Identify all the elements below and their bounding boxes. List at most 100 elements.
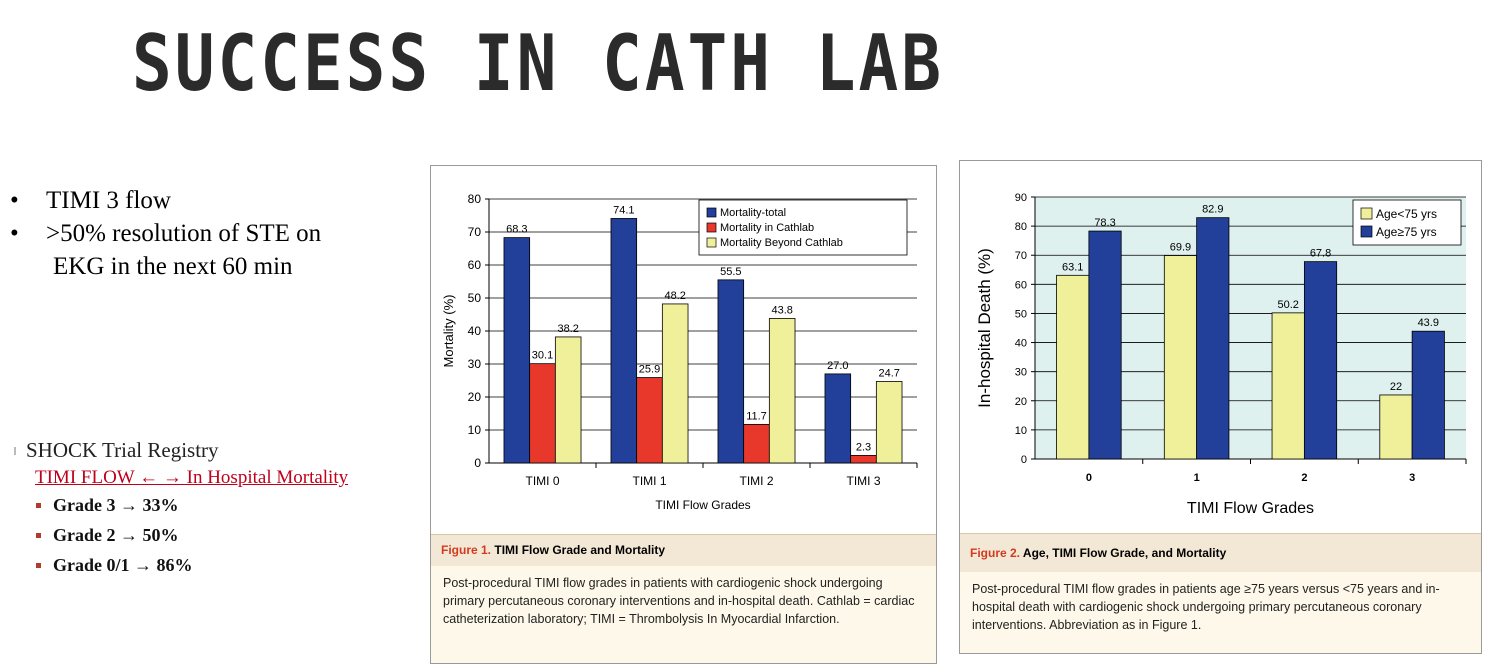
- data-label: 50.2: [1278, 299, 1299, 311]
- shock-registry-block: SHOCK Trial Registry TIMI FLOW ← → In Ho…: [14, 438, 348, 585]
- bar: [1411, 330, 1445, 460]
- y-tick-label: 60: [1015, 279, 1027, 291]
- bar: [768, 318, 796, 464]
- data-label: 27.0: [827, 360, 848, 372]
- bullet-list: • TIMI 3 flow • >50% resolution of STE o…: [10, 184, 410, 283]
- bar: [743, 423, 770, 464]
- bar: [529, 363, 556, 464]
- data-label: 11.7: [746, 410, 767, 422]
- legend-label: Age≥75 yrs: [1376, 225, 1437, 239]
- list-item-text: Grade 3 → 33%: [53, 495, 179, 515]
- figure-2-caption-bar: Figure 2. Age, TIMI Flow Grade, and Mort…: [960, 533, 1481, 572]
- x-axis-title: TIMI Flow Grades: [1187, 500, 1314, 517]
- x-category-label: 2: [1301, 472, 1307, 484]
- legend-label: Mortality in Cathlab: [720, 222, 814, 234]
- figure-caption-title: Age, TIMI Flow Grade, and Mortality: [1022, 546, 1227, 560]
- square-bullet-icon: [36, 563, 41, 568]
- x-category-label: 3: [1409, 472, 1415, 484]
- x-category-label: TIMI 1: [632, 474, 666, 488]
- bar: [875, 381, 903, 464]
- list-item-text: Grade 2 → 50%: [53, 525, 179, 545]
- x-category-label: 1: [1194, 472, 1200, 484]
- y-axis-title: In-hospital Death (%): [975, 248, 994, 408]
- data-label: 24.7: [878, 367, 899, 379]
- figure-caption-title: TIMI Flow Grade and Mortality: [494, 543, 666, 557]
- bar: [661, 303, 689, 464]
- y-tick-label: 70: [468, 225, 482, 239]
- y-tick-label: 40: [468, 324, 482, 338]
- data-label: 38.2: [557, 323, 578, 335]
- bar: [610, 218, 638, 464]
- y-axis-title: Mortality (%): [441, 295, 456, 368]
- y-tick-label: 20: [468, 390, 482, 404]
- data-label: 69.9: [1170, 242, 1191, 254]
- data-label: 43.8: [771, 304, 792, 316]
- y-tick-label: 90: [1015, 192, 1027, 204]
- x-axis-title: TIMI Flow Grades: [655, 498, 750, 512]
- y-tick-label: 20: [1015, 396, 1027, 408]
- y-tick-label: 30: [468, 357, 482, 371]
- legend-label: Age<75 yrs: [1376, 207, 1437, 221]
- x-category-label: TIMI 0: [525, 474, 559, 488]
- slide-title: SUCCESS IN CATH LAB: [132, 18, 944, 109]
- square-bullet-icon: [36, 533, 41, 538]
- x-category-label: TIMI 3: [846, 474, 880, 488]
- bullet-marker: •: [10, 187, 19, 214]
- data-label: 22: [1390, 381, 1402, 393]
- legend-swatch: [1360, 207, 1373, 220]
- x-category-label: TIMI 2: [739, 474, 773, 488]
- legend-label: Mortality-total: [720, 207, 786, 219]
- figure-2-caption-text: Post-procedural TIMI flow grades in pati…: [960, 572, 1481, 653]
- registry-header-text: SHOCK Trial Registry: [26, 438, 219, 462]
- registry-header: SHOCK Trial Registry: [14, 438, 348, 463]
- figure-1-caption-text: Post-procedural TIMI flow grades in pati…: [431, 566, 936, 663]
- y-tick-label: 70: [1015, 250, 1027, 262]
- bar: [824, 373, 852, 464]
- y-tick-label: 0: [474, 456, 481, 470]
- registry-subheader: TIMI FLOW ← → In Hospital Mortality: [35, 467, 349, 488]
- bullet-item: • TIMI 3 flow: [10, 184, 410, 217]
- figure-number: Figure 2.: [970, 546, 1021, 560]
- data-label: 48.2: [664, 290, 685, 302]
- y-tick-label: 40: [1015, 338, 1027, 350]
- y-tick-label: 30: [1015, 367, 1027, 379]
- y-tick-label: 10: [1015, 425, 1027, 437]
- data-label: 68.3: [506, 224, 527, 236]
- list-item-text: Grade 0/1 → 86%: [53, 555, 193, 575]
- square-bullet-icon: [36, 503, 41, 508]
- y-tick-label: 80: [1015, 221, 1027, 233]
- bar: [1088, 230, 1122, 460]
- list-item: Grade 0/1 → 86%: [36, 555, 348, 576]
- data-label: 67.8: [1310, 248, 1331, 260]
- legend-swatch: [706, 207, 717, 218]
- list-item: Grade 2 → 50%: [36, 525, 348, 546]
- legend-box: [1352, 199, 1462, 246]
- data-label: 2.3: [856, 441, 871, 453]
- y-tick-label: 60: [468, 258, 482, 272]
- data-label: 78.3: [1094, 217, 1115, 229]
- legend-swatch: [706, 222, 717, 233]
- bullet-continuation: EKG in the next 60 min: [53, 253, 293, 280]
- y-tick-label: 10: [468, 423, 482, 437]
- list-item: Grade 3 → 33%: [36, 495, 348, 516]
- data-label: 43.9: [1418, 317, 1439, 329]
- bar: [1163, 255, 1198, 460]
- bar: [1196, 217, 1230, 460]
- bullet-item: • >50% resolution of STE on: [10, 217, 410, 250]
- x-category-label: 0: [1086, 472, 1092, 484]
- bar: [1379, 394, 1413, 460]
- y-tick-label: 50: [468, 291, 482, 305]
- bullet-text: TIMI 3 flow: [46, 187, 171, 214]
- bar: [503, 237, 531, 464]
- bar: [850, 455, 877, 464]
- bullet-text: >50% resolution of STE on: [46, 220, 322, 247]
- bar: [1271, 312, 1305, 460]
- bar: [1303, 261, 1338, 460]
- figure-number: Figure 1.: [441, 543, 492, 557]
- y-tick-label: 80: [468, 192, 482, 206]
- bar: [1056, 274, 1090, 460]
- data-label: 74.1: [613, 204, 634, 216]
- data-label: 55.5: [720, 266, 741, 278]
- y-tick-label: 0: [1021, 454, 1027, 466]
- legend-swatch: [1360, 225, 1373, 238]
